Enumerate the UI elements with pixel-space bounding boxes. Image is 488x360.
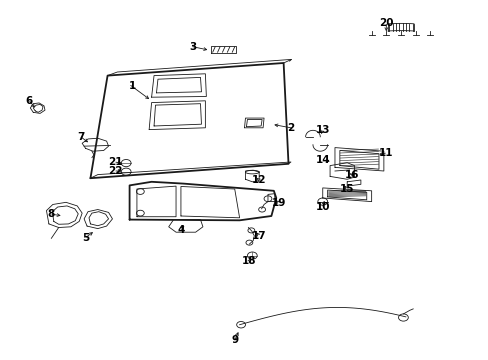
Text: 18: 18 bbox=[242, 256, 256, 266]
Text: 3: 3 bbox=[189, 42, 196, 52]
Text: 7: 7 bbox=[77, 132, 84, 142]
Text: 8: 8 bbox=[48, 209, 55, 219]
Text: 21: 21 bbox=[107, 157, 122, 167]
Text: 2: 2 bbox=[287, 123, 294, 133]
Text: 12: 12 bbox=[251, 175, 266, 185]
Text: 9: 9 bbox=[231, 335, 238, 345]
Text: 6: 6 bbox=[26, 96, 33, 106]
Text: 11: 11 bbox=[378, 148, 393, 158]
Text: 15: 15 bbox=[339, 184, 354, 194]
Text: 20: 20 bbox=[378, 18, 393, 28]
Text: 10: 10 bbox=[315, 202, 329, 212]
Text: 14: 14 bbox=[315, 155, 329, 165]
Text: 22: 22 bbox=[107, 166, 122, 176]
Text: 16: 16 bbox=[344, 170, 359, 180]
Text: 19: 19 bbox=[271, 198, 285, 208]
Text: 17: 17 bbox=[251, 231, 266, 241]
Text: 4: 4 bbox=[177, 225, 184, 235]
Text: 13: 13 bbox=[315, 125, 329, 135]
Text: 1: 1 bbox=[128, 81, 135, 91]
Text: 5: 5 bbox=[82, 233, 89, 243]
